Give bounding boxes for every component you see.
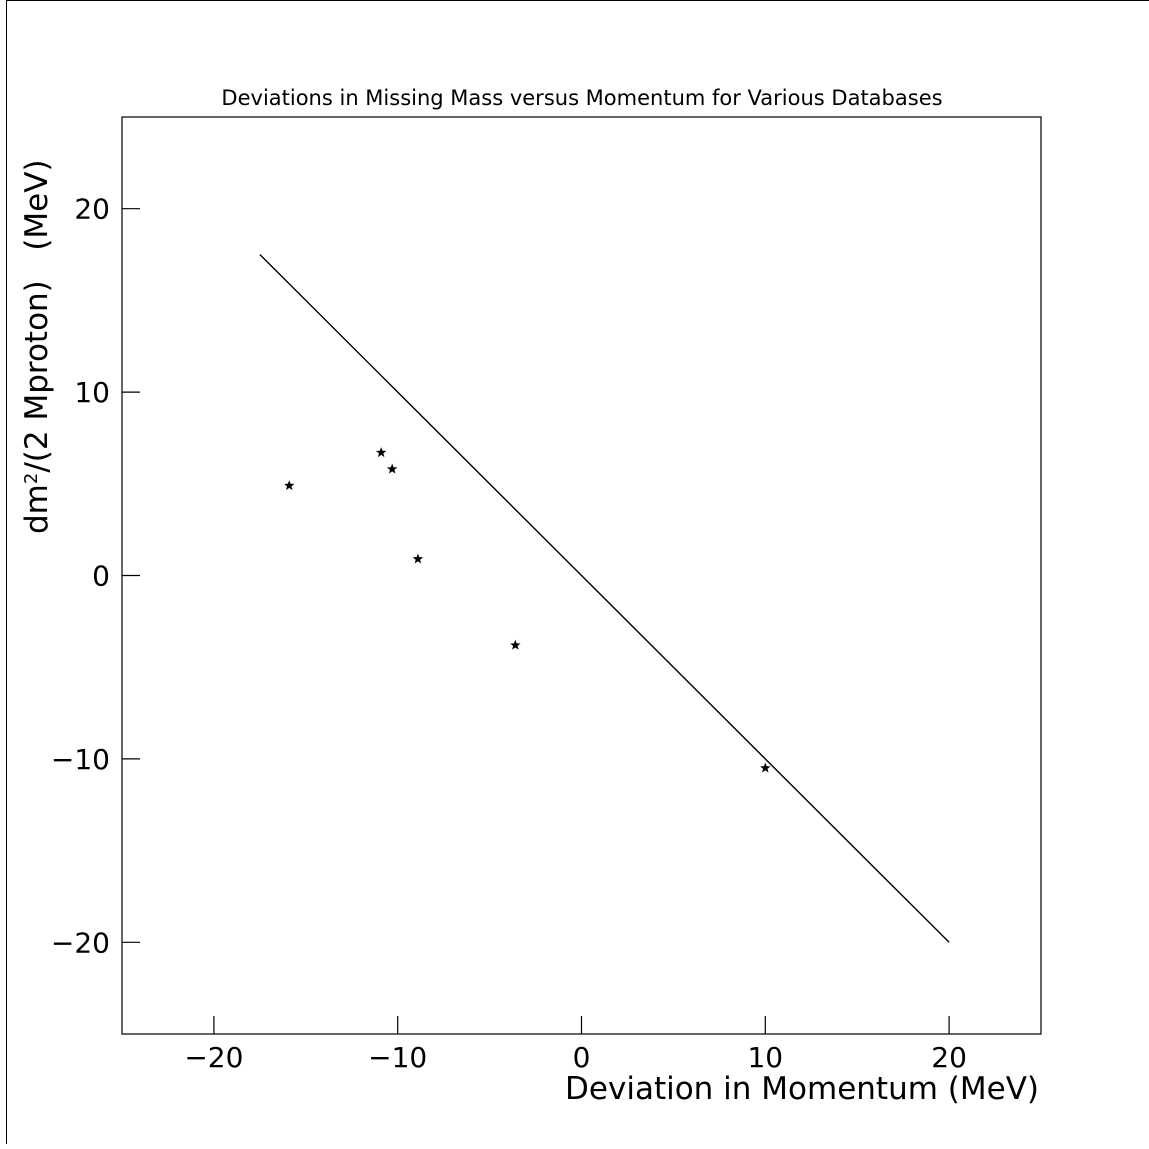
reference-line-segment bbox=[259, 254, 950, 943]
x-axis-label: Deviation in Momentum (MeV) bbox=[565, 1071, 1039, 1107]
data-point-star bbox=[386, 463, 398, 474]
y-axis-label-superscript: 2 bbox=[21, 473, 42, 484]
y-tick-label: 0 bbox=[92, 560, 110, 593]
data-points bbox=[284, 447, 771, 773]
y-tick-label: 10 bbox=[74, 376, 110, 409]
chart-title: Deviations in Missing Mass versus Moment… bbox=[221, 86, 942, 110]
y-axis-label: dm2/(2 Mproton) (MeV) bbox=[19, 159, 55, 534]
y-axis-label-main: dm bbox=[19, 484, 55, 534]
data-point-star bbox=[760, 762, 771, 773]
x-axis-ticks: −20 −10 0 10 20 bbox=[184, 1016, 967, 1074]
y-axis-label-rest: /(2 Mproton) (MeV) bbox=[19, 159, 55, 472]
reference-line bbox=[259, 254, 950, 943]
x-tick-label: −10 bbox=[368, 1041, 427, 1074]
y-tick-label: 20 bbox=[74, 193, 110, 226]
data-point-star bbox=[412, 553, 424, 564]
x-tick-label: −20 bbox=[184, 1041, 243, 1074]
y-tick-label: −20 bbox=[51, 926, 110, 959]
data-point-star bbox=[284, 480, 295, 491]
data-point-star bbox=[375, 447, 387, 458]
x-tick-label: 20 bbox=[931, 1041, 967, 1074]
y-axis-ticks: −20 −10 0 10 20 bbox=[51, 193, 140, 959]
y-tick-label: −10 bbox=[51, 743, 110, 776]
x-tick-label: 10 bbox=[747, 1041, 783, 1074]
page-frame bbox=[6, 0, 1149, 1144]
data-point-star bbox=[510, 639, 521, 650]
x-tick-label: 0 bbox=[573, 1041, 591, 1074]
